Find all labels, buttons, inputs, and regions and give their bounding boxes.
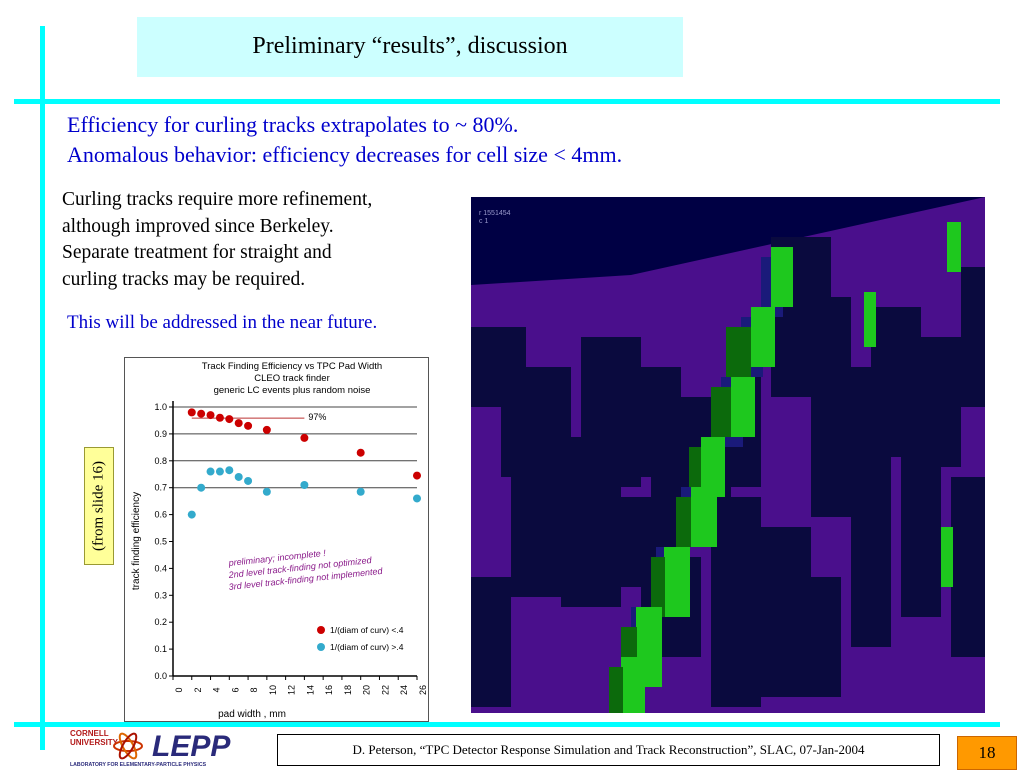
logo-lepp-text: LEPP: [152, 730, 231, 763]
data-point: [234, 419, 243, 428]
footer-citation-box: D. Peterson, “TPC Detector Response Simu…: [277, 734, 940, 766]
legend-marker: [317, 643, 325, 651]
logo-lab-name: LABORATORY FOR ELEMENTARY-PARTICLE PHYSI…: [70, 762, 207, 768]
x-tick-label: 4: [212, 687, 222, 692]
data-point: [300, 481, 309, 490]
data-point: [356, 448, 365, 457]
y-tick-label: 0.8: [154, 456, 167, 466]
x-tick-label: 22: [380, 685, 390, 695]
reference-label: 97%: [308, 412, 326, 422]
x-tick-label: 20: [362, 685, 372, 695]
page-number: 18: [978, 743, 996, 762]
future-note: This will be addressed in the near futur…: [67, 312, 378, 333]
legend-marker: [317, 626, 325, 634]
data-point: [215, 467, 224, 476]
tpc-simulation-display: r 1551454 c 1: [471, 197, 985, 713]
y-tick-label: 0.6: [154, 510, 167, 520]
x-axis-label: pad width , mm: [218, 709, 286, 720]
data-point: [356, 487, 365, 496]
legend-label: 1/(diam of curv) >.4: [330, 642, 404, 652]
from-slide-label: (from slide 16): [90, 461, 107, 551]
data-point: [300, 433, 309, 442]
y-tick-label: 0.5: [154, 537, 167, 547]
from-slide-tag: (from slide 16): [84, 447, 114, 565]
y-tick-label: 0.7: [154, 483, 167, 493]
footer-citation: D. Peterson, “TPC Detector Response Simu…: [352, 742, 865, 757]
y-tick-label: 0.0: [154, 671, 167, 681]
data-point: [244, 476, 253, 485]
logo-university-text: UNIVERSITY: [70, 738, 119, 747]
x-tick-label: 0: [174, 687, 184, 692]
logo-cornell-text: CORNELL: [70, 729, 109, 738]
chart-title-line: generic LC events plus random noise: [214, 385, 371, 396]
data-point: [413, 471, 421, 480]
efficiency-chart: Track Finding Efficiency vs TPC Pad Widt…: [124, 357, 429, 722]
legend-label: 1/(diam of curv) <.4: [330, 625, 404, 635]
paragraph-line: Curling tracks require more refinement,: [62, 189, 373, 210]
lepp-logo: CORNELL UNIVERSITY LEPP LABORATORY FOR E…: [68, 726, 248, 768]
x-tick-label: 6: [230, 687, 240, 692]
sim-track-cells: [609, 222, 961, 713]
data-point: [197, 409, 206, 418]
data-point: [234, 472, 243, 481]
paragraph-line: curling tracks may be required.: [62, 268, 306, 290]
data-point: [187, 510, 196, 519]
slide-title: Preliminary “results”, discussion: [252, 33, 568, 59]
data-point: [262, 487, 271, 496]
y-tick-label: 0.9: [154, 429, 167, 439]
bullet-line: Efficiency for curling tracks extrapolat…: [67, 112, 519, 137]
sim-readout-line: r 1551454: [479, 210, 511, 217]
x-tick-label: 18: [343, 685, 353, 695]
x-tick-label: 24: [399, 685, 409, 695]
x-tick-label: 10: [268, 685, 278, 695]
discussion-paragraph: Curling tracks require more refinement, …: [62, 187, 442, 293]
logo-atom-icon: [113, 732, 143, 760]
logo-svg: CORNELL UNIVERSITY LEPP LABORATORY FOR E…: [70, 729, 231, 768]
x-tick-label: 12: [287, 685, 297, 695]
x-tick-label: 16: [324, 685, 334, 695]
y-tick-label: 0.4: [154, 563, 167, 573]
bullet-line: Anomalous behavior: efficiency decreases…: [67, 142, 623, 167]
y-tick-label: 0.3: [154, 590, 167, 600]
data-point: [413, 494, 421, 503]
chart-title-line: Track Finding Efficiency vs TPC Pad Widt…: [202, 361, 382, 372]
bullet-list: Efficiency for curling tracks extrapolat…: [67, 110, 622, 170]
data-point: [244, 421, 253, 430]
data-point: [197, 483, 206, 492]
accent-horizontal-line-top: [14, 99, 1000, 104]
sim-dark-cells: [471, 237, 985, 707]
y-tick-label: 0.2: [154, 617, 167, 627]
data-point: [206, 411, 215, 420]
sim-readout-line: c 1: [479, 218, 488, 225]
x-tick-label: 2: [193, 687, 203, 692]
data-point: [187, 408, 196, 417]
y-axis-label: track finding efficiency: [131, 492, 142, 590]
data-point: [262, 425, 271, 434]
x-tick-label: 26: [418, 685, 428, 695]
data-point: [206, 467, 215, 476]
page-number-box: 18: [957, 736, 1017, 770]
paragraph-line: Separate treatment for straight and: [62, 242, 332, 263]
chart-title-line: CLEO track finder: [254, 373, 330, 384]
x-tick-label: 14: [305, 685, 315, 695]
paragraph-line: although improved since Berkeley.: [62, 215, 334, 237]
accent-horizontal-line-bottom: [14, 722, 1000, 727]
x-tick-label: 8: [249, 687, 259, 692]
data-point: [225, 466, 234, 475]
accent-vertical-line: [40, 26, 45, 750]
title-box: Preliminary “results”, discussion: [137, 17, 683, 77]
y-tick-label: 0.1: [154, 644, 167, 654]
simulation-svg: r 1551454 c 1: [471, 197, 985, 713]
y-tick-label: 1.0: [154, 402, 167, 412]
data-point: [215, 413, 224, 422]
data-point: [225, 415, 234, 424]
chart-svg: Track Finding Efficiency vs TPC Pad Widt…: [131, 361, 428, 720]
